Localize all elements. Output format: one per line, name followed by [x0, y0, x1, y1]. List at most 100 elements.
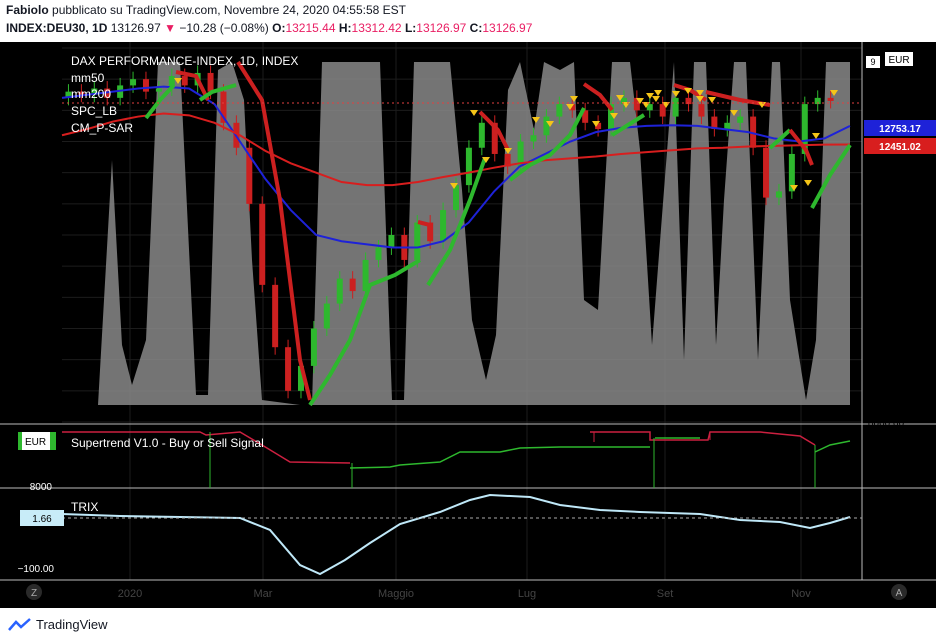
footer-branding[interactable]: TradingView: [8, 617, 108, 632]
candles-group: [65, 65, 834, 399]
trix-value-badge: [20, 510, 64, 526]
candle-body: [827, 97, 834, 101]
candle-body: [517, 141, 524, 167]
candle-body: [130, 79, 137, 86]
candle-body: [582, 110, 589, 123]
price-tick-label: 10500.00: [868, 262, 910, 273]
supertrend-currency-badge: [18, 432, 56, 450]
svg-text:9: 9: [870, 57, 875, 67]
sar-segment: [175, 70, 210, 101]
price-tick-label: 14000.00: [868, 44, 910, 55]
candle-body: [427, 222, 434, 242]
candle-body: [672, 97, 679, 117]
candle-body: [801, 104, 808, 154]
legend-cm-psar: CM_P-SAR: [71, 121, 133, 135]
sar-segment: [426, 157, 487, 287]
candle-body: [556, 104, 563, 117]
candle-body: [504, 153, 511, 167]
candle-body: [685, 97, 692, 105]
candle-body: [491, 122, 498, 154]
symbol-label: INDEX:DEU30, 1D: [6, 21, 108, 35]
price-axis-ticks: 14000.0013500.0013000.0012500.0012000.00…: [868, 44, 910, 429]
signal-marker: [804, 180, 812, 186]
legend-mm50: mm50: [71, 71, 105, 85]
price-tick-label: 9000.00: [868, 356, 905, 367]
signal-marker: [504, 148, 512, 154]
price-tick-label: 12000.00: [868, 169, 910, 180]
svg-text:12451.02: 12451.02: [879, 142, 921, 153]
candle-body: [595, 122, 602, 130]
signal-marker: [708, 97, 716, 103]
ma-line: [61, 112, 851, 187]
candle-body: [775, 191, 782, 198]
candle-body: [659, 104, 666, 117]
time-axis-label: Set: [657, 588, 674, 600]
supertrend-segment: [814, 440, 851, 453]
candle-body: [633, 97, 640, 111]
sar-segment: [508, 107, 586, 182]
legend-spc-lb: SPC_LB: [71, 104, 117, 118]
candle-body: [569, 104, 576, 111]
candle-body: [737, 116, 744, 123]
supertrend-badge-swatch: [50, 432, 56, 450]
candle-body: [788, 153, 795, 192]
currency-badge[interactable]: [885, 52, 913, 66]
signal-markers: [174, 78, 838, 191]
candle-body: [388, 235, 395, 248]
candle-body: [207, 72, 214, 92]
signal-marker: [482, 157, 490, 163]
signal-marker: [652, 96, 660, 102]
time-axis-label: Maggio: [378, 588, 414, 600]
signal-marker: [592, 121, 600, 127]
footer-brand-text: TradingView: [36, 617, 108, 632]
sar-segment: [810, 143, 852, 209]
signal-marker: [672, 91, 680, 97]
sar-segment: [478, 110, 510, 151]
candle-body: [711, 116, 718, 130]
sar-segment: [236, 60, 312, 401]
candle-body: [336, 278, 343, 304]
sar-segment: [788, 128, 814, 166]
signal-marker: [546, 121, 554, 127]
signal-marker: [830, 90, 838, 96]
candle-body: [362, 259, 369, 292]
candle-body: [814, 97, 821, 105]
mm200-value-badge: [864, 138, 936, 154]
sar-segment: [198, 83, 237, 102]
mm50-value-badge: [864, 120, 936, 136]
zoom-button[interactable]: [26, 584, 42, 600]
last-price-badge: [866, 56, 880, 68]
svg-text:1.66: 1.66: [32, 514, 52, 525]
candle-body: [65, 91, 72, 98]
change-value: −10.28 (−0.08%): [179, 21, 269, 35]
candle-body: [323, 303, 330, 329]
sar-segment: [308, 258, 422, 407]
trix-line: [61, 493, 851, 576]
candle-body: [763, 147, 770, 198]
candle-body: [530, 135, 537, 142]
trix-axis-tick: −100.00: [18, 564, 55, 575]
low-value: 13126.97: [416, 21, 467, 35]
signal-marker: [696, 96, 704, 102]
candle-body: [698, 104, 705, 117]
candle-body: [78, 91, 85, 95]
time-axis-label: Nov: [791, 588, 811, 600]
time-axis-label: Lug: [518, 588, 536, 600]
tradingview-logo-icon: [8, 617, 31, 631]
down-arrow-icon: ▼: [164, 21, 177, 35]
signal-marker: [790, 185, 798, 191]
legend-mm200: mm200: [71, 87, 111, 101]
signal-marker: [730, 110, 738, 116]
signal-marker: [812, 133, 820, 139]
candle-body: [91, 88, 98, 95]
chart-header-author: Fabiolo pubblicato su TradingView.com, N…: [6, 3, 406, 17]
supertrend-segment: [590, 431, 816, 446]
published-text: pubblicato su TradingView.com, Novembre …: [52, 3, 407, 17]
time-axis-label: Mar: [254, 588, 273, 600]
trix-label: TRIX: [71, 500, 98, 514]
candle-body: [608, 104, 615, 130]
candle-body: [724, 122, 731, 130]
auto-scale-button[interactable]: [891, 584, 907, 600]
candle-body: [181, 76, 188, 86]
